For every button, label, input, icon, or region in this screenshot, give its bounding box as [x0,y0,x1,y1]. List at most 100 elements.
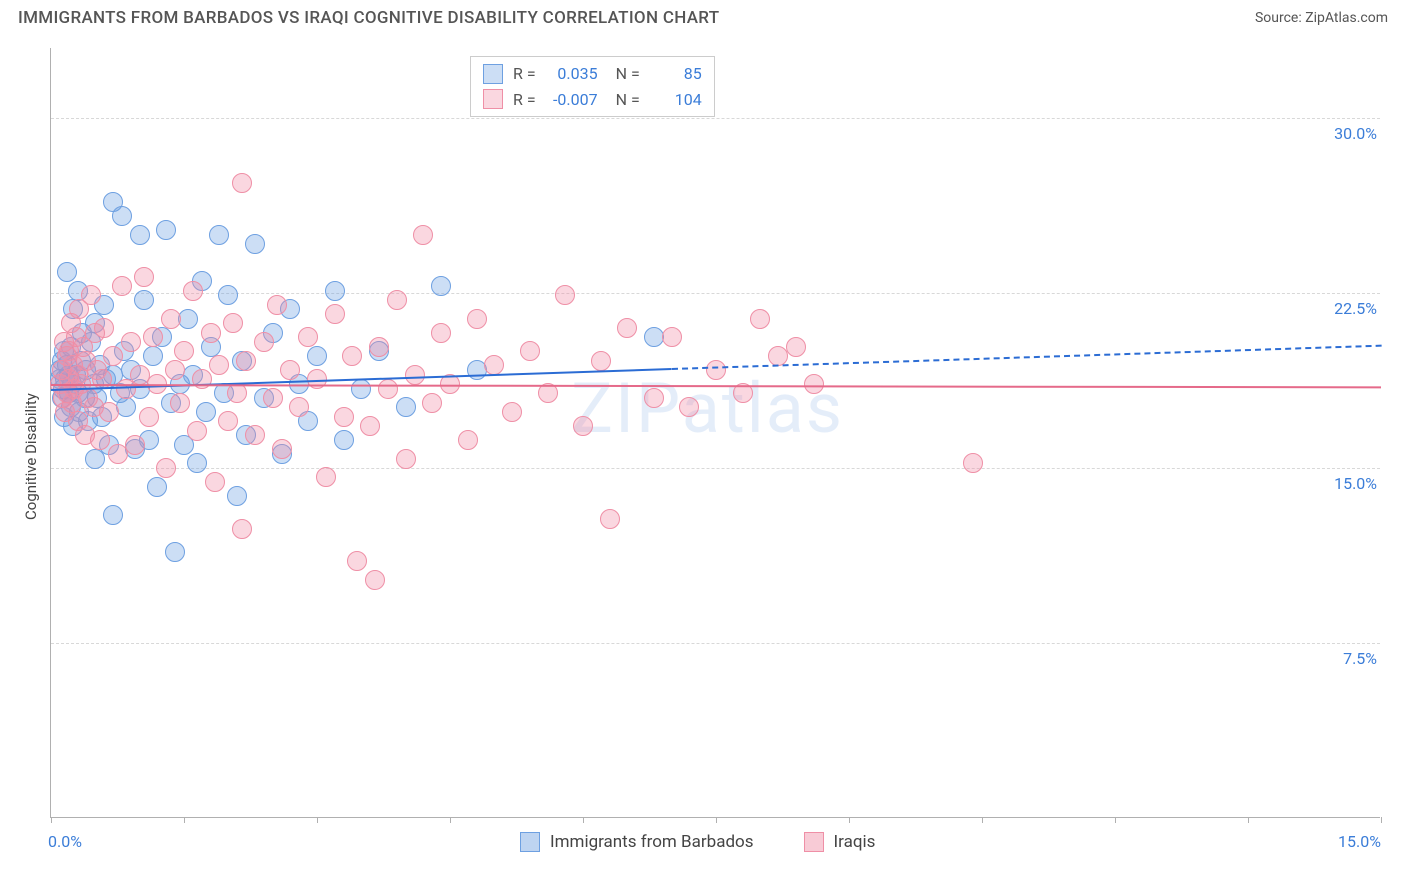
data-point [57,262,77,282]
data-point [134,267,154,287]
stat-n-label: N = [616,87,640,113]
data-point [307,346,327,366]
data-point [555,285,575,305]
data-point [422,393,442,413]
data-point [369,337,389,357]
legend-swatch [804,832,824,852]
data-point [147,477,167,497]
data-point [272,439,292,459]
data-point [170,393,190,413]
data-point [192,369,212,389]
x-axis-max-label: 15.0% [1338,832,1381,851]
data-point [263,388,283,408]
chart-title: IMMIGRANTS FROM BARBADOS VS IRAQI COGNIT… [18,8,719,28]
x-tick [450,817,451,823]
trend-line [51,384,1381,388]
data-point [573,416,593,436]
x-tick [51,817,52,823]
data-point [232,173,252,193]
data-point [178,309,198,329]
x-tick [583,817,584,823]
data-point [223,313,243,333]
x-tick [716,817,717,823]
data-point [205,472,225,492]
data-point [112,206,132,226]
data-point [143,346,163,366]
chart-plot-area: ZIPatlas 7.5%15.0%22.5%30.0% [50,48,1380,818]
source-label: Source: ZipAtlas.com [1255,10,1388,26]
data-point [334,407,354,427]
data-point [679,397,699,417]
gridline [51,468,1380,469]
data-point [209,355,229,375]
stats-row: R = 0.035 N = 85 [483,61,702,87]
legend-label: Immigrants from Barbados [550,832,754,852]
stat-r-value: -0.007 [546,87,598,113]
data-point [112,276,132,296]
data-point [187,453,207,473]
stat-n-value: 85 [650,61,702,87]
data-point [963,453,983,473]
data-point [644,388,664,408]
data-point [134,290,154,310]
data-point [804,374,824,394]
stat-r-label: R = [513,61,536,87]
data-point [103,505,123,525]
legend-item: Iraqis [804,832,876,852]
data-point [458,430,478,450]
stat-r-value: 0.035 [546,61,598,87]
data-point [94,318,114,338]
data-point [174,341,194,361]
data-point [156,458,176,478]
gridline [51,293,1380,294]
x-tick [317,817,318,823]
data-point [209,225,229,245]
data-point [396,397,416,417]
y-tick-label: 30.0% [1321,124,1377,143]
series-swatch [483,89,503,109]
data-point [405,365,425,385]
data-point [165,542,185,562]
legend: Immigrants from Barbados Iraqis [520,832,875,852]
data-point [121,332,141,352]
data-point [183,281,203,301]
x-tick [1115,817,1116,823]
y-axis-title: Cognitive Disability [22,393,40,520]
x-axis-min-label: 0.0% [48,832,82,851]
data-point [116,397,136,417]
data-point [467,309,487,329]
data-point [130,225,150,245]
data-point [139,407,159,427]
data-point [484,355,504,375]
data-point [520,341,540,361]
data-point [768,346,788,366]
stats-row: R =-0.007N =104 [483,87,702,113]
data-point [232,519,252,539]
legend-swatch [520,832,540,852]
data-point [103,346,123,366]
data-point [378,379,398,399]
data-point [280,360,300,380]
data-point [143,327,163,347]
legend-label: Iraqis [834,832,876,852]
x-tick [184,817,185,823]
data-point [99,402,119,422]
data-point [267,295,287,315]
data-point [201,323,221,343]
data-point [334,430,354,450]
gridline [51,118,1380,119]
data-point [600,509,620,529]
data-point [316,467,336,487]
y-tick-label: 7.5% [1321,649,1377,668]
data-point [81,285,101,305]
x-tick [982,817,983,823]
legend-item: Immigrants from Barbados [520,832,754,852]
data-point [502,402,522,422]
x-tick [849,817,850,823]
data-point [347,551,367,571]
data-point [325,304,345,324]
y-tick-label: 15.0% [1321,474,1377,493]
data-point [431,276,451,296]
data-point [298,327,318,347]
stat-n-label: N = [616,61,640,87]
